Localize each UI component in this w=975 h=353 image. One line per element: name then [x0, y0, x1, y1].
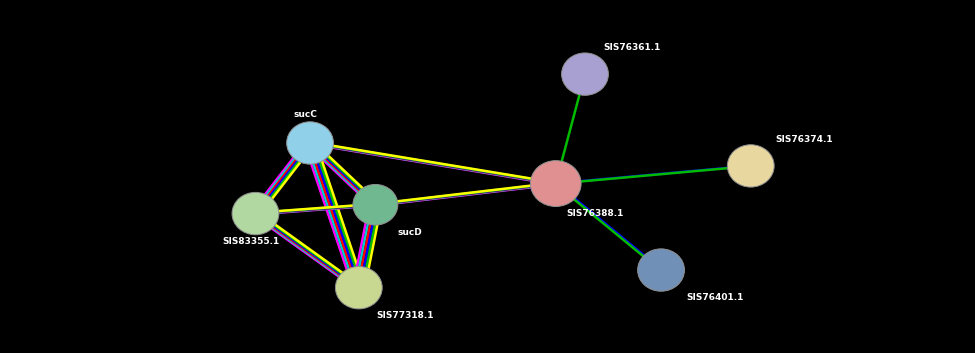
- Text: sucC: sucC: [293, 110, 317, 119]
- Text: SIS76361.1: SIS76361.1: [604, 43, 660, 52]
- Text: SIS76388.1: SIS76388.1: [566, 209, 623, 218]
- Ellipse shape: [335, 267, 382, 309]
- Text: SIS83355.1: SIS83355.1: [222, 237, 279, 246]
- Text: SIS76374.1: SIS76374.1: [775, 135, 834, 144]
- Ellipse shape: [353, 184, 398, 225]
- Ellipse shape: [232, 192, 279, 235]
- Text: SIS77318.1: SIS77318.1: [377, 311, 434, 321]
- Text: SIS76401.1: SIS76401.1: [686, 293, 743, 302]
- Ellipse shape: [287, 122, 333, 164]
- Text: sucD: sucD: [397, 228, 422, 237]
- Ellipse shape: [530, 161, 581, 207]
- Ellipse shape: [727, 145, 774, 187]
- Ellipse shape: [562, 53, 608, 95]
- Ellipse shape: [638, 249, 684, 291]
